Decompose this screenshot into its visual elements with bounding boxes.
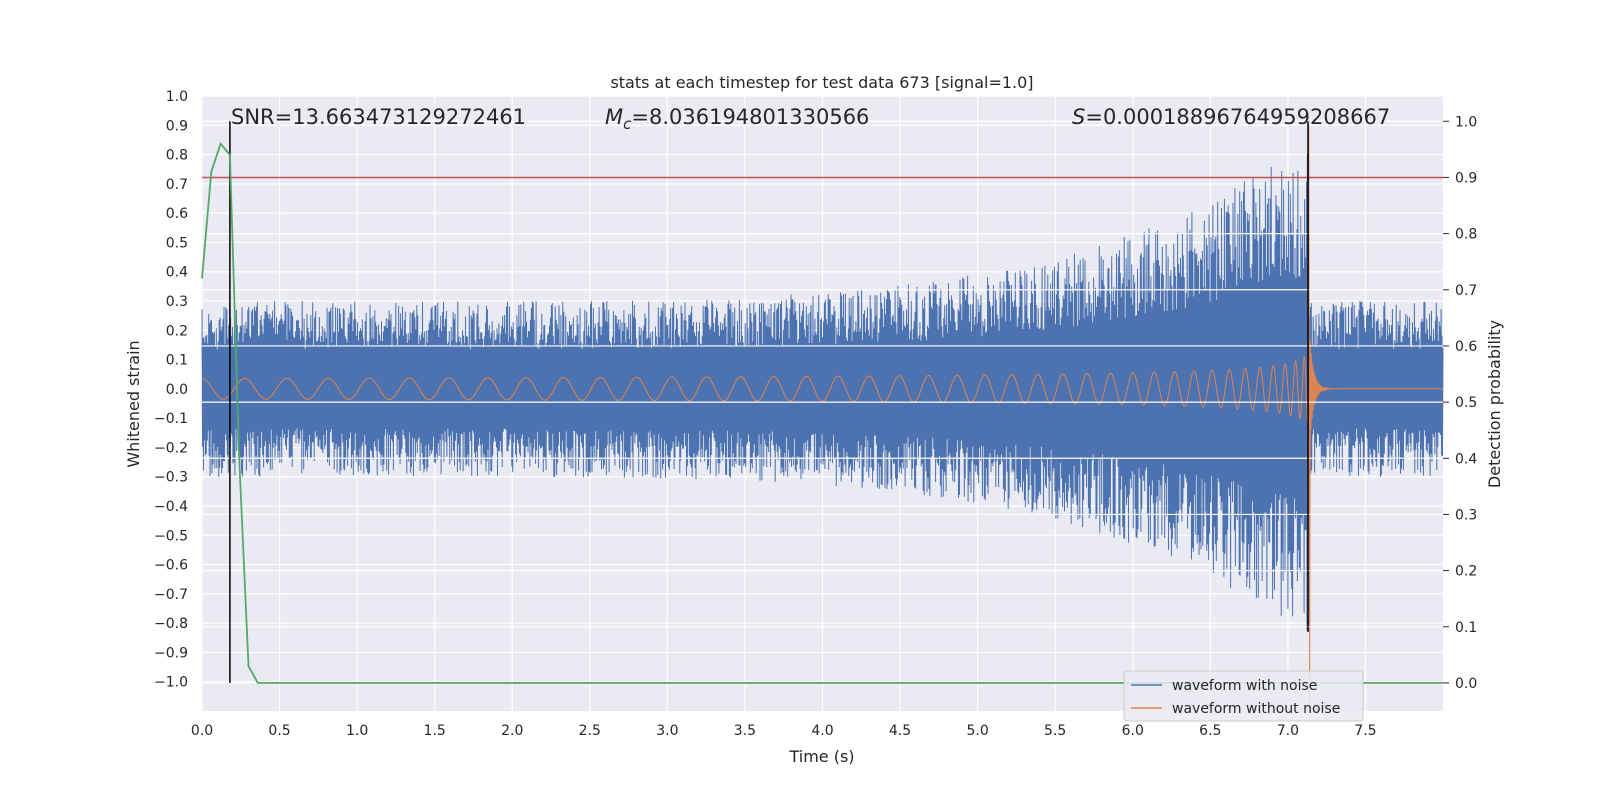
- y-tick-label: −0.1: [154, 411, 188, 427]
- y-tick-label: 0.7: [166, 177, 188, 193]
- x-tick-labels: 0.0 0.5 1.0 1.5 2.0 2.5 3.0 3.5 4.0 4.5 5.0 5.5 6.0 6…: [191, 723, 1377, 739]
- y2-tick-labels: 1.0 0.9 0.8 0.7 0.6 0.5 0.4 0.3 0.2 0.1 0.0: [1443, 114, 1477, 692]
- x-tick-label: 2.0: [501, 723, 523, 739]
- y-axis-label: Whitened strain: [124, 340, 143, 467]
- y-tick-label: −0.4: [154, 499, 188, 515]
- x-tick-label: 7.0: [1277, 723, 1299, 739]
- x-tick-label: 5.5: [1044, 723, 1066, 739]
- chirp-mass-subscript: c: [623, 115, 632, 133]
- y2-tick-label: 0.1: [1455, 620, 1477, 636]
- chart-title: stats at each timestep for test data 673…: [610, 73, 1033, 92]
- y2-tick-label: 1.0: [1455, 114, 1477, 130]
- legend-label-clean: waveform without noise: [1172, 701, 1340, 717]
- y-tick-label: 0.9: [166, 118, 188, 134]
- statistic-value: =0.00018896764959208667: [1085, 105, 1390, 129]
- chirp-mass-symbol: M: [605, 105, 623, 129]
- chirp-mass-value: =8.036194801330566: [631, 105, 869, 129]
- y-tick-label: 0.0: [166, 382, 188, 398]
- y2-tick-label: 0.4: [1455, 451, 1477, 467]
- y-tick-label: 1.0: [166, 89, 188, 105]
- y-tick-label: 0.1: [166, 353, 188, 369]
- y-tick-label: −0.2: [154, 440, 188, 456]
- y2-tick-label: 0.0: [1455, 676, 1477, 692]
- y-tick-label: 0.8: [166, 148, 188, 164]
- x-tick-label: 2.5: [579, 723, 601, 739]
- x-tick-label: 3.0: [656, 723, 678, 739]
- legend-frame: [1123, 670, 1364, 722]
- detection-probability-line: [201, 141, 1443, 684]
- x-tick-label: 4.0: [811, 723, 833, 739]
- x-tick-label: 4.5: [889, 723, 911, 739]
- statistic-annotation: S=0.00018896764959208667: [1072, 105, 1390, 129]
- y-tick-label: 0.5: [166, 235, 188, 251]
- y-tick-label: −0.8: [154, 616, 188, 632]
- y2-tick-label: 0.8: [1455, 227, 1477, 243]
- legend-label-noise: waveform with noise: [1172, 678, 1317, 694]
- y2-tick-label: 0.3: [1455, 507, 1477, 523]
- y2-tick-label: 0.2: [1455, 564, 1477, 580]
- x-tick-label: 1.0: [346, 723, 368, 739]
- x-tick-label: 1.5: [424, 723, 446, 739]
- y-tick-label: 0.6: [166, 206, 188, 222]
- x-tick-label: 6.0: [1122, 723, 1144, 739]
- y-tick-label: −0.3: [154, 470, 188, 486]
- x-tick-label: 3.5: [734, 723, 756, 739]
- y2-tick-label: 0.5: [1455, 395, 1477, 411]
- y-tick-label: −0.6: [154, 558, 188, 574]
- y-tick-label: 0.3: [166, 294, 188, 310]
- y-tick-label: −1.0: [154, 675, 188, 691]
- snr-annotation: SNR=13.663473129272461: [231, 105, 526, 129]
- y2-tick-label: 0.7: [1455, 283, 1477, 299]
- chirp-mass-annotation: Mc=8.036194801330566: [605, 105, 869, 133]
- legend: waveform with noise waveform without noi…: [1123, 670, 1364, 722]
- y-tick-label: 0.4: [166, 265, 188, 281]
- y2-tick-label: 0.9: [1455, 170, 1477, 186]
- y-tick-labels: 1.0 0.9 0.8 0.7 0.6 0.5 0.4 0.3 0.2 0.1 0.0 −0.1 −0.…: [154, 89, 188, 691]
- x-tick-label: 0.0: [191, 723, 213, 739]
- y2-axis-label: Detection probability: [1485, 320, 1504, 488]
- x-tick-label: 5.0: [966, 723, 988, 739]
- overlay-layer: [201, 121, 1443, 684]
- y-tick-label: −0.9: [154, 645, 188, 661]
- x-tick-label: 0.5: [268, 723, 290, 739]
- y-tick-label: −0.7: [154, 587, 188, 603]
- waveform-without-noise-line: [202, 125, 1443, 703]
- y-tick-label: −0.5: [154, 528, 188, 544]
- x-tick-label: 7.5: [1354, 723, 1376, 739]
- x-axis-label: Time (s): [788, 747, 854, 766]
- y2-tick-label: 0.6: [1455, 339, 1477, 355]
- statistic-symbol: S: [1072, 105, 1085, 129]
- y-tick-label: 0.2: [166, 323, 188, 339]
- x-tick-label: 6.5: [1199, 723, 1221, 739]
